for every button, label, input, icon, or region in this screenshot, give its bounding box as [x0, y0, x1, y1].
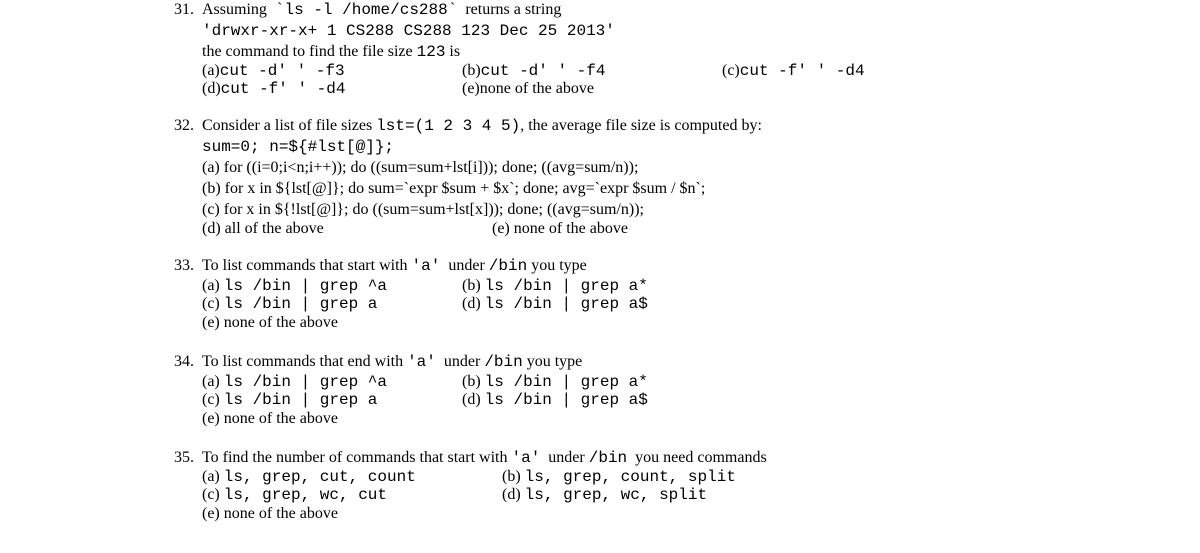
q31-line1: Assuming `ls -l /home/cs288` returns a s… — [202, 0, 561, 21]
q34-option-b: (b) ls /bin | grep a* — [462, 373, 722, 391]
q31-option-d: (d)cut -f' ' -d4 — [202, 80, 462, 98]
q34-option-e: (e) none of the above — [202, 409, 1028, 430]
q35-option-e: (e) none of the above — [202, 504, 1028, 525]
q32-option-c: (c) for x in ${!lst[@]}; do ((sum=sum+ls… — [202, 200, 1028, 221]
q33-option-b: (b) ls /bin | grep a* — [462, 277, 722, 295]
question-33: 33. To list commands that start with 'a'… — [168, 256, 1028, 334]
q34-line1: To list commands that end with 'a' under… — [202, 352, 582, 373]
q31-option-b: (b)cut -d' ' -f4 — [462, 62, 722, 80]
q31-line3: the command to find the file size 123 is — [202, 42, 1028, 63]
question-32: 32. Consider a list of file sizes lst=(1… — [168, 116, 1028, 238]
q31-option-e: (e)none of the above — [462, 80, 722, 98]
q33-option-e: (e) none of the above — [202, 313, 1028, 334]
question-35: 35. To find the number of commands that … — [168, 448, 1028, 526]
question-34: 34. To list commands that end with 'a' u… — [168, 352, 1028, 430]
q32-option-b: (b) for x in ${lst[@]}; do sum=`expr $su… — [202, 179, 1028, 200]
q34-option-d: (d) ls /bin | grep a$ — [462, 391, 722, 409]
question-31: 31. Assuming `ls -l /home/cs288` returns… — [168, 0, 1028, 98]
question-number: 34. — [168, 353, 194, 371]
q35-option-d: (d) ls, grep, wc, split — [502, 486, 802, 504]
q33-option-d: (d) ls /bin | grep a$ — [462, 295, 722, 313]
q33-option-a: (a) ls /bin | grep ^a — [202, 277, 462, 295]
q32-line2: sum=0; n=${#lst[@]}; — [202, 137, 1028, 158]
q35-option-c: (c) ls, grep, wc, cut — [202, 486, 502, 504]
q32-option-a: (a) for ((i=0;i<n;i++)); do ((sum=sum+ls… — [202, 158, 1028, 179]
question-number: 33. — [168, 257, 194, 275]
q31-line2: 'drwxr-xr-x+ 1 CS288 CS288 123 Dec 25 20… — [202, 21, 1028, 42]
q31-option-a: (a)cut -d' ' -f3 — [202, 62, 462, 80]
q32-option-d: (d) all of the above — [202, 220, 492, 238]
q32-option-e: (e) none of the above — [492, 220, 628, 238]
q35-option-a: (a) ls, grep, cut, count — [202, 468, 502, 486]
q34-option-a: (a) ls /bin | grep ^a — [202, 373, 462, 391]
q31-option-c: (c)cut -f' ' -d4 — [722, 62, 902, 80]
q33-option-c: (c) ls /bin | grep a — [202, 295, 462, 313]
question-number: 31. — [168, 1, 194, 19]
exam-page: 31. Assuming `ls -l /home/cs288` returns… — [0, 0, 1028, 525]
q35-option-b: (b) ls, grep, count, split — [502, 468, 802, 486]
q34-option-c: (c) ls /bin | grep a — [202, 391, 462, 409]
question-number: 32. — [168, 117, 194, 135]
q33-line1: To list commands that start with 'a' und… — [202, 256, 587, 277]
q35-line1: To find the number of commands that star… — [202, 448, 767, 469]
question-number: 35. — [168, 449, 194, 467]
q32-line1: Consider a list of file sizes lst=(1 2 3… — [202, 116, 762, 137]
